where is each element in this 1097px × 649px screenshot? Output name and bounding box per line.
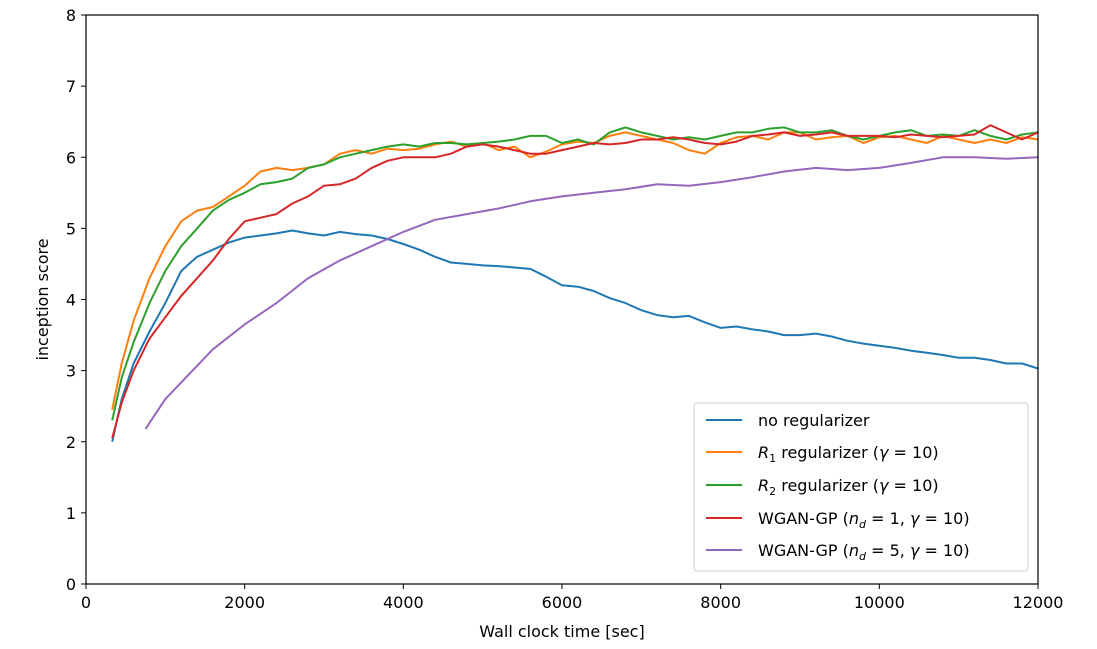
x-axis-label: Wall clock time [sec]	[479, 622, 644, 641]
legend-label-r2: R2 regularizer (γ = 10)	[758, 476, 939, 498]
legend-box	[693, 402, 1029, 572]
legend-label-wgan-gp-nd5: WGAN-GP (nd = 5, γ = 10)	[758, 541, 970, 563]
legend-label-wgan-gp-nd1: WGAN-GP (nd = 1, γ = 10)	[758, 509, 970, 531]
y-tick-label-1: 1	[66, 504, 76, 523]
y-tick-label-3: 3	[66, 362, 76, 381]
series-line-3	[111, 124, 1039, 439]
x-axis-ticks: 0 2000 4000 6000 8000 10000 12000	[81, 584, 1064, 612]
y-tick-label-4: 4	[66, 291, 76, 310]
plot-frame	[85, 14, 1039, 585]
x-tick-label-3: 6000	[542, 593, 583, 612]
x-tick-label-4: 8000	[700, 593, 741, 612]
y-tick-label-8: 8	[66, 6, 76, 25]
y-tick-label-6: 6	[66, 148, 76, 167]
legend: no regularizer R1 regularizer (γ = 10) R…	[693, 402, 1029, 572]
series-line-0	[111, 229, 1039, 443]
y-tick-label-5: 5	[66, 219, 76, 238]
y-axis-label: inception score	[33, 238, 52, 360]
y-tick-label-0: 0	[66, 575, 76, 594]
legend-label-no-regularizer: no regularizer	[758, 411, 870, 430]
y-axis-ticks: 0 1 2 3 4 5 6 7 8	[66, 6, 86, 594]
x-tick-label-5: 10000	[854, 593, 905, 612]
x-tick-label-6: 12000	[1013, 593, 1064, 612]
series-line-4	[144, 156, 1039, 430]
y-tick-label-7: 7	[66, 77, 76, 96]
x-tick-label-1: 2000	[224, 593, 265, 612]
legend-label-r1: R1 regularizer (γ = 10)	[758, 443, 939, 465]
x-tick-label-2: 4000	[383, 593, 424, 612]
series-lines	[111, 124, 1039, 443]
y-tick-label-2: 2	[66, 433, 76, 452]
x-tick-label-0: 0	[81, 593, 91, 612]
